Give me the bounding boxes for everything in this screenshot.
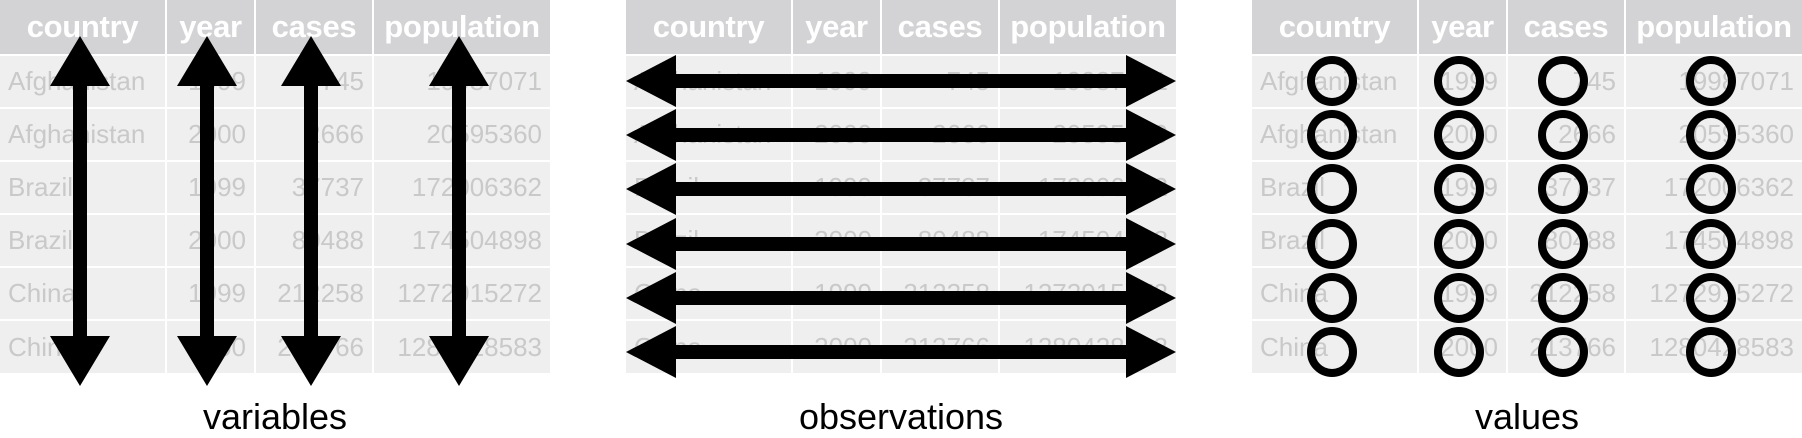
- value-circle: [1307, 164, 1357, 214]
- panel-caption: values: [1474, 396, 1580, 437]
- value-circle: [1434, 56, 1484, 106]
- arrow-head-left: [626, 163, 676, 215]
- value-circle: [1434, 327, 1484, 377]
- value-circle: [1538, 164, 1588, 214]
- column-header: population: [373, 0, 550, 55]
- panel-observations: countryyearcasespopulationAfghanistan199…: [626, 0, 1176, 437]
- value-circle: [1686, 110, 1736, 160]
- column-header: country: [1252, 0, 1419, 55]
- panel-caption: observations: [798, 396, 1004, 437]
- arrow-head-down: [429, 336, 489, 386]
- arrow-head-left: [626, 109, 676, 161]
- column-header: cases: [881, 0, 1000, 55]
- value-circle: [1307, 327, 1357, 377]
- value-circle: [1686, 327, 1736, 377]
- value-circles: [1307, 56, 1736, 377]
- arrow-head-right: [1126, 326, 1176, 378]
- arrow-head-down: [281, 336, 341, 386]
- column-header: population: [1625, 0, 1802, 55]
- table-cell: China: [1252, 266, 1419, 320]
- panel-caption: variables: [202, 396, 348, 437]
- observation-arrows: [626, 55, 1176, 378]
- value-circle: [1686, 219, 1736, 269]
- value-circle: [1538, 110, 1588, 160]
- arrow-head-left: [626, 55, 676, 107]
- arrow-head-right: [1126, 55, 1176, 107]
- value-circle: [1307, 273, 1357, 323]
- value-circle: [1686, 164, 1736, 214]
- header-row: country year cases population: [1252, 0, 1802, 55]
- value-circle: [1686, 273, 1736, 323]
- arrow-head-up: [281, 36, 341, 86]
- column-header: cases: [255, 0, 374, 55]
- arrow-head-right: [1126, 163, 1176, 215]
- arrow-head-left: [626, 272, 676, 324]
- arrow-head-right: [1126, 272, 1176, 324]
- panel-variables: countryyearcasespopulationAfghanistan199…: [0, 0, 550, 437]
- arrow-head-up: [50, 36, 110, 86]
- value-circle: [1538, 56, 1588, 106]
- arrow-head-up: [429, 36, 489, 86]
- arrow-head-right: [1126, 109, 1176, 161]
- value-circle: [1434, 219, 1484, 269]
- table-cell: 1999: [1418, 160, 1508, 214]
- panel-values: country year cases population Afghanistan 199…: [1252, 0, 1802, 437]
- value-circle: [1538, 273, 1588, 323]
- arrow-head-left: [626, 326, 676, 378]
- column-header: year: [1418, 0, 1508, 55]
- value-circle: [1307, 110, 1357, 160]
- column-header: cases: [1507, 0, 1626, 55]
- column-header: year: [792, 0, 882, 55]
- value-circle: [1434, 273, 1484, 323]
- value-circle: [1538, 327, 1588, 377]
- value-circle: [1307, 56, 1357, 106]
- value-circle: [1538, 219, 1588, 269]
- arrow-head-down: [177, 336, 237, 386]
- value-circle: [1307, 219, 1357, 269]
- variable-arrows: [50, 36, 489, 386]
- header-row: country year cases population: [626, 0, 1176, 55]
- arrow-head-down: [50, 336, 110, 386]
- arrow-head-up: [177, 36, 237, 86]
- table-cell: 80488: [255, 213, 374, 267]
- value-circle: [1686, 56, 1736, 106]
- arrow-head-left: [626, 218, 676, 270]
- column-header: population: [999, 0, 1176, 55]
- value-circle: [1434, 164, 1484, 214]
- column-header: country: [626, 0, 793, 55]
- arrow-head-right: [1126, 218, 1176, 270]
- value-circle: [1434, 110, 1484, 160]
